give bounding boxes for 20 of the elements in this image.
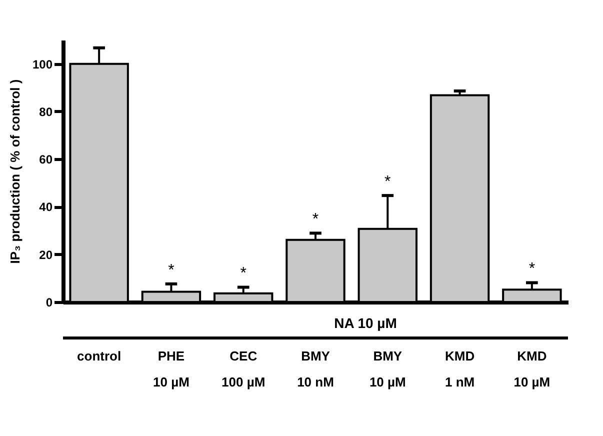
y-tick-label: 20 xyxy=(39,248,53,262)
y-axis-title: IP₃ production ( % of control ) xyxy=(7,79,22,264)
x-tick-label: BMY 10 µM xyxy=(369,348,406,390)
y-tick-label: 60 xyxy=(39,152,53,167)
y-tick-label: 100 xyxy=(32,57,53,72)
x-tick-label: PHE 10 µM xyxy=(153,348,190,390)
x-tick-label: CEC 100 µM xyxy=(222,348,266,390)
y-tick-label: 40 xyxy=(39,200,53,214)
x-tick-label: control xyxy=(77,348,122,364)
data-label: * xyxy=(384,174,391,191)
data-label: * xyxy=(528,260,536,278)
text: NA 10 µM xyxy=(334,315,397,331)
x-tick-label: KMD 10 µM xyxy=(514,348,550,390)
data-label: * xyxy=(240,265,246,282)
y-tick-label: 80 xyxy=(39,104,53,119)
x-tick-label: KMD 1 nM xyxy=(444,348,475,390)
x-tick-label: BMY 10 nM xyxy=(297,348,334,390)
data-label: * xyxy=(312,211,319,228)
data-label: * xyxy=(168,262,174,279)
y-tick-label: 0 xyxy=(46,296,53,310)
